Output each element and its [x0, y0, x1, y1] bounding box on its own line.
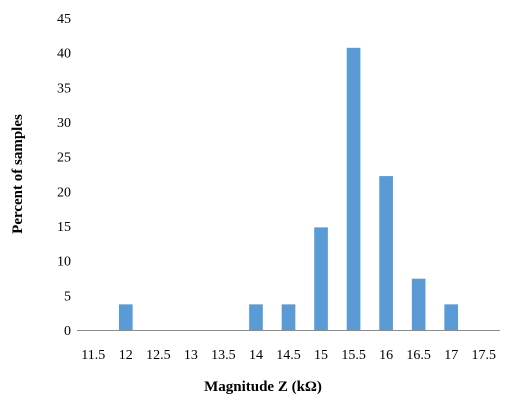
bar-15 [314, 227, 328, 330]
x-tick-label: 16.5 [406, 348, 431, 363]
x-tick-label: 16 [379, 348, 393, 363]
x-tick-label: 12.5 [146, 348, 171, 363]
x-tick-label: 14 [249, 348, 263, 363]
bar-14.5 [281, 304, 296, 330]
y-tick-label: 20 [57, 185, 71, 200]
bar-16.5 [411, 278, 426, 330]
y-axis-title: Percent of samples [10, 114, 26, 234]
bar-16 [379, 176, 393, 330]
x-tick-label: 14.5 [276, 348, 301, 363]
x-axis-ticks: 11.5 12 12.5 13 13.5 14 14.5 15 15.5 16 16.5 17 17.5 [81, 348, 496, 363]
x-tick-label: 15.5 [341, 348, 366, 363]
y-tick-label: 25 [57, 151, 71, 166]
bar-12 [118, 304, 133, 330]
bar-15.5 [346, 47, 361, 331]
bars [118, 47, 459, 331]
bar-14 [249, 304, 263, 330]
y-tick-label: 5 [64, 289, 71, 304]
x-tick-label: 17.5 [471, 348, 496, 363]
y-tick-label: 10 [57, 255, 71, 270]
y-tick-label: 0 [64, 324, 71, 339]
x-tick-label: 13.5 [211, 348, 236, 363]
y-tick-label: 15 [57, 220, 71, 235]
x-tick-label: 13 [184, 348, 198, 363]
x-axis-title: Magnitude Z (kΩ) [204, 379, 322, 395]
bar-17 [444, 304, 459, 330]
x-tick-label: 17 [444, 348, 458, 363]
y-tick-label: 30 [57, 116, 71, 131]
y-axis-ticks: 0 5 10 15 20 25 30 35 40 45 [57, 12, 71, 339]
y-tick-label: 40 [57, 47, 71, 62]
x-tick-label: 12 [119, 348, 133, 363]
y-tick-label: 35 [57, 81, 71, 96]
x-tick-label: 11.5 [81, 348, 105, 363]
x-tick-label: 15 [314, 348, 328, 363]
y-tick-label: 45 [57, 12, 71, 27]
